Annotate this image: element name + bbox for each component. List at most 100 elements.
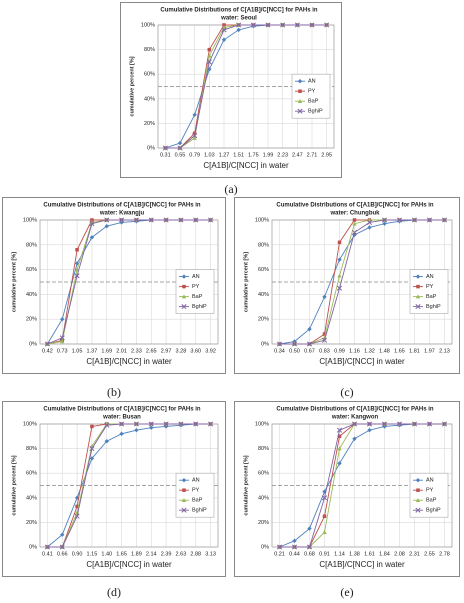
x-tick-label: 3.60 [190, 348, 201, 354]
x-tick-label: 2.14 [146, 551, 157, 557]
legend-marker [415, 294, 421, 299]
marker [352, 218, 357, 222]
marker [322, 294, 327, 300]
x-tick-label: 2.08 [394, 551, 405, 557]
series-line [47, 423, 211, 548]
x-tick-label: 0.55 [175, 152, 186, 158]
y-tick-label: 60% [258, 267, 269, 273]
y-tick-label: 40% [26, 292, 37, 298]
marker [44, 341, 50, 347]
marker [280, 22, 286, 28]
marker [148, 421, 154, 427]
marker [74, 513, 80, 519]
marker [411, 217, 418, 223]
marker [192, 135, 197, 140]
legend-marker [297, 99, 303, 103]
marker [396, 217, 403, 223]
y-tick-label: 80% [26, 446, 37, 452]
x-tick-label: 2.71 [307, 152, 318, 158]
marker [426, 217, 433, 223]
marker [133, 217, 139, 223]
y-tick-label: 40% [258, 495, 269, 501]
marker [306, 544, 313, 550]
y-tick-label: 80% [26, 242, 37, 248]
y-tick-label: 100% [23, 421, 37, 427]
marker [192, 133, 198, 139]
x-tick-label: 3.28 [176, 348, 187, 354]
x-tick-label: 0.73 [57, 348, 68, 354]
marker [321, 495, 328, 501]
marker [119, 421, 125, 427]
y-axis-label: cumulative percent [%] [11, 455, 17, 515]
marker [307, 526, 312, 531]
marker [104, 217, 110, 223]
marker [177, 145, 183, 151]
legend-label: BaP [426, 498, 437, 504]
legend-marker [182, 488, 186, 492]
marker [291, 341, 298, 347]
y-tick-label: 60% [258, 471, 269, 477]
y-tick-label: 100% [141, 22, 155, 28]
x-tick-label: 2.88 [190, 551, 201, 557]
marker [75, 504, 79, 509]
y-tick-label: 60% [144, 72, 155, 78]
x-tick-label: 2.97 [161, 348, 172, 354]
legend-marker [298, 89, 302, 93]
marker [207, 47, 212, 52]
marker [104, 422, 110, 428]
legend-label: BghiP [192, 508, 207, 514]
marker [222, 23, 226, 27]
legend-label: PY [426, 488, 434, 494]
x-tick-label: 0.34 [274, 348, 285, 354]
x-tick-label: 3.92 [205, 348, 216, 354]
legend-label: AN [426, 274, 434, 280]
marker [75, 248, 79, 252]
y-axis-label: cumulative percent [%] [129, 56, 135, 116]
x-tick-label: 3.13 [205, 551, 216, 557]
x-tick-label: 1.75 [248, 152, 259, 158]
y-tick-label: 40% [26, 495, 37, 501]
chart: Cumulative Distributions of C[A1B]/C[NCC… [120, 2, 342, 196]
x-axis-label: C[A1B]/C[NCC] in water [203, 161, 289, 170]
series-line [47, 423, 211, 548]
marker [336, 427, 343, 433]
marker [208, 217, 214, 223]
marker [337, 434, 342, 439]
y-tick-label: 0% [29, 544, 37, 550]
marker [163, 421, 169, 427]
marker [162, 145, 168, 151]
x-tick-label: 1.40 [101, 551, 112, 557]
x-tick-label: 1.89 [131, 551, 142, 557]
y-tick-label: 60% [26, 471, 37, 477]
x-tick-label: 0.99 [334, 348, 345, 354]
chart-title: Cumulative Distributions of C[A1B]/C[NCC… [43, 203, 201, 209]
x-tick-label: 2.65 [146, 348, 157, 354]
x-tick-label: 1.32 [364, 348, 375, 354]
x-tick-label: 2.95 [321, 152, 332, 158]
x-tick-label: 0.66 [57, 551, 68, 557]
marker [89, 446, 95, 452]
chart-title: water: Kangwon [331, 415, 379, 421]
legend-marker [181, 304, 187, 310]
marker [441, 217, 448, 223]
marker [193, 217, 199, 223]
x-axis-label: C[A1B]/C[NCC] in water [86, 560, 172, 569]
series-line [279, 423, 445, 548]
y-tick-label: 20% [258, 317, 269, 323]
marker [90, 424, 94, 429]
marker [336, 285, 343, 291]
caption: (d) [107, 585, 121, 599]
marker [192, 112, 197, 117]
y-tick-label: 100% [255, 217, 269, 223]
y-tick-label: 40% [144, 96, 155, 102]
x-tick-label: 1.05 [72, 348, 83, 354]
marker [149, 425, 154, 430]
chart: Cumulative Distributions of C[A1B]/C[NCC… [234, 197, 460, 399]
marker [367, 427, 372, 433]
x-tick-label: 1.14 [334, 551, 345, 557]
x-tick-label: 0.42 [42, 348, 53, 354]
x-axis-label: C[A1B]/C[NCC] in water [86, 357, 172, 366]
y-tick-label: 80% [258, 242, 269, 248]
marker [148, 217, 154, 223]
marker [324, 22, 330, 28]
